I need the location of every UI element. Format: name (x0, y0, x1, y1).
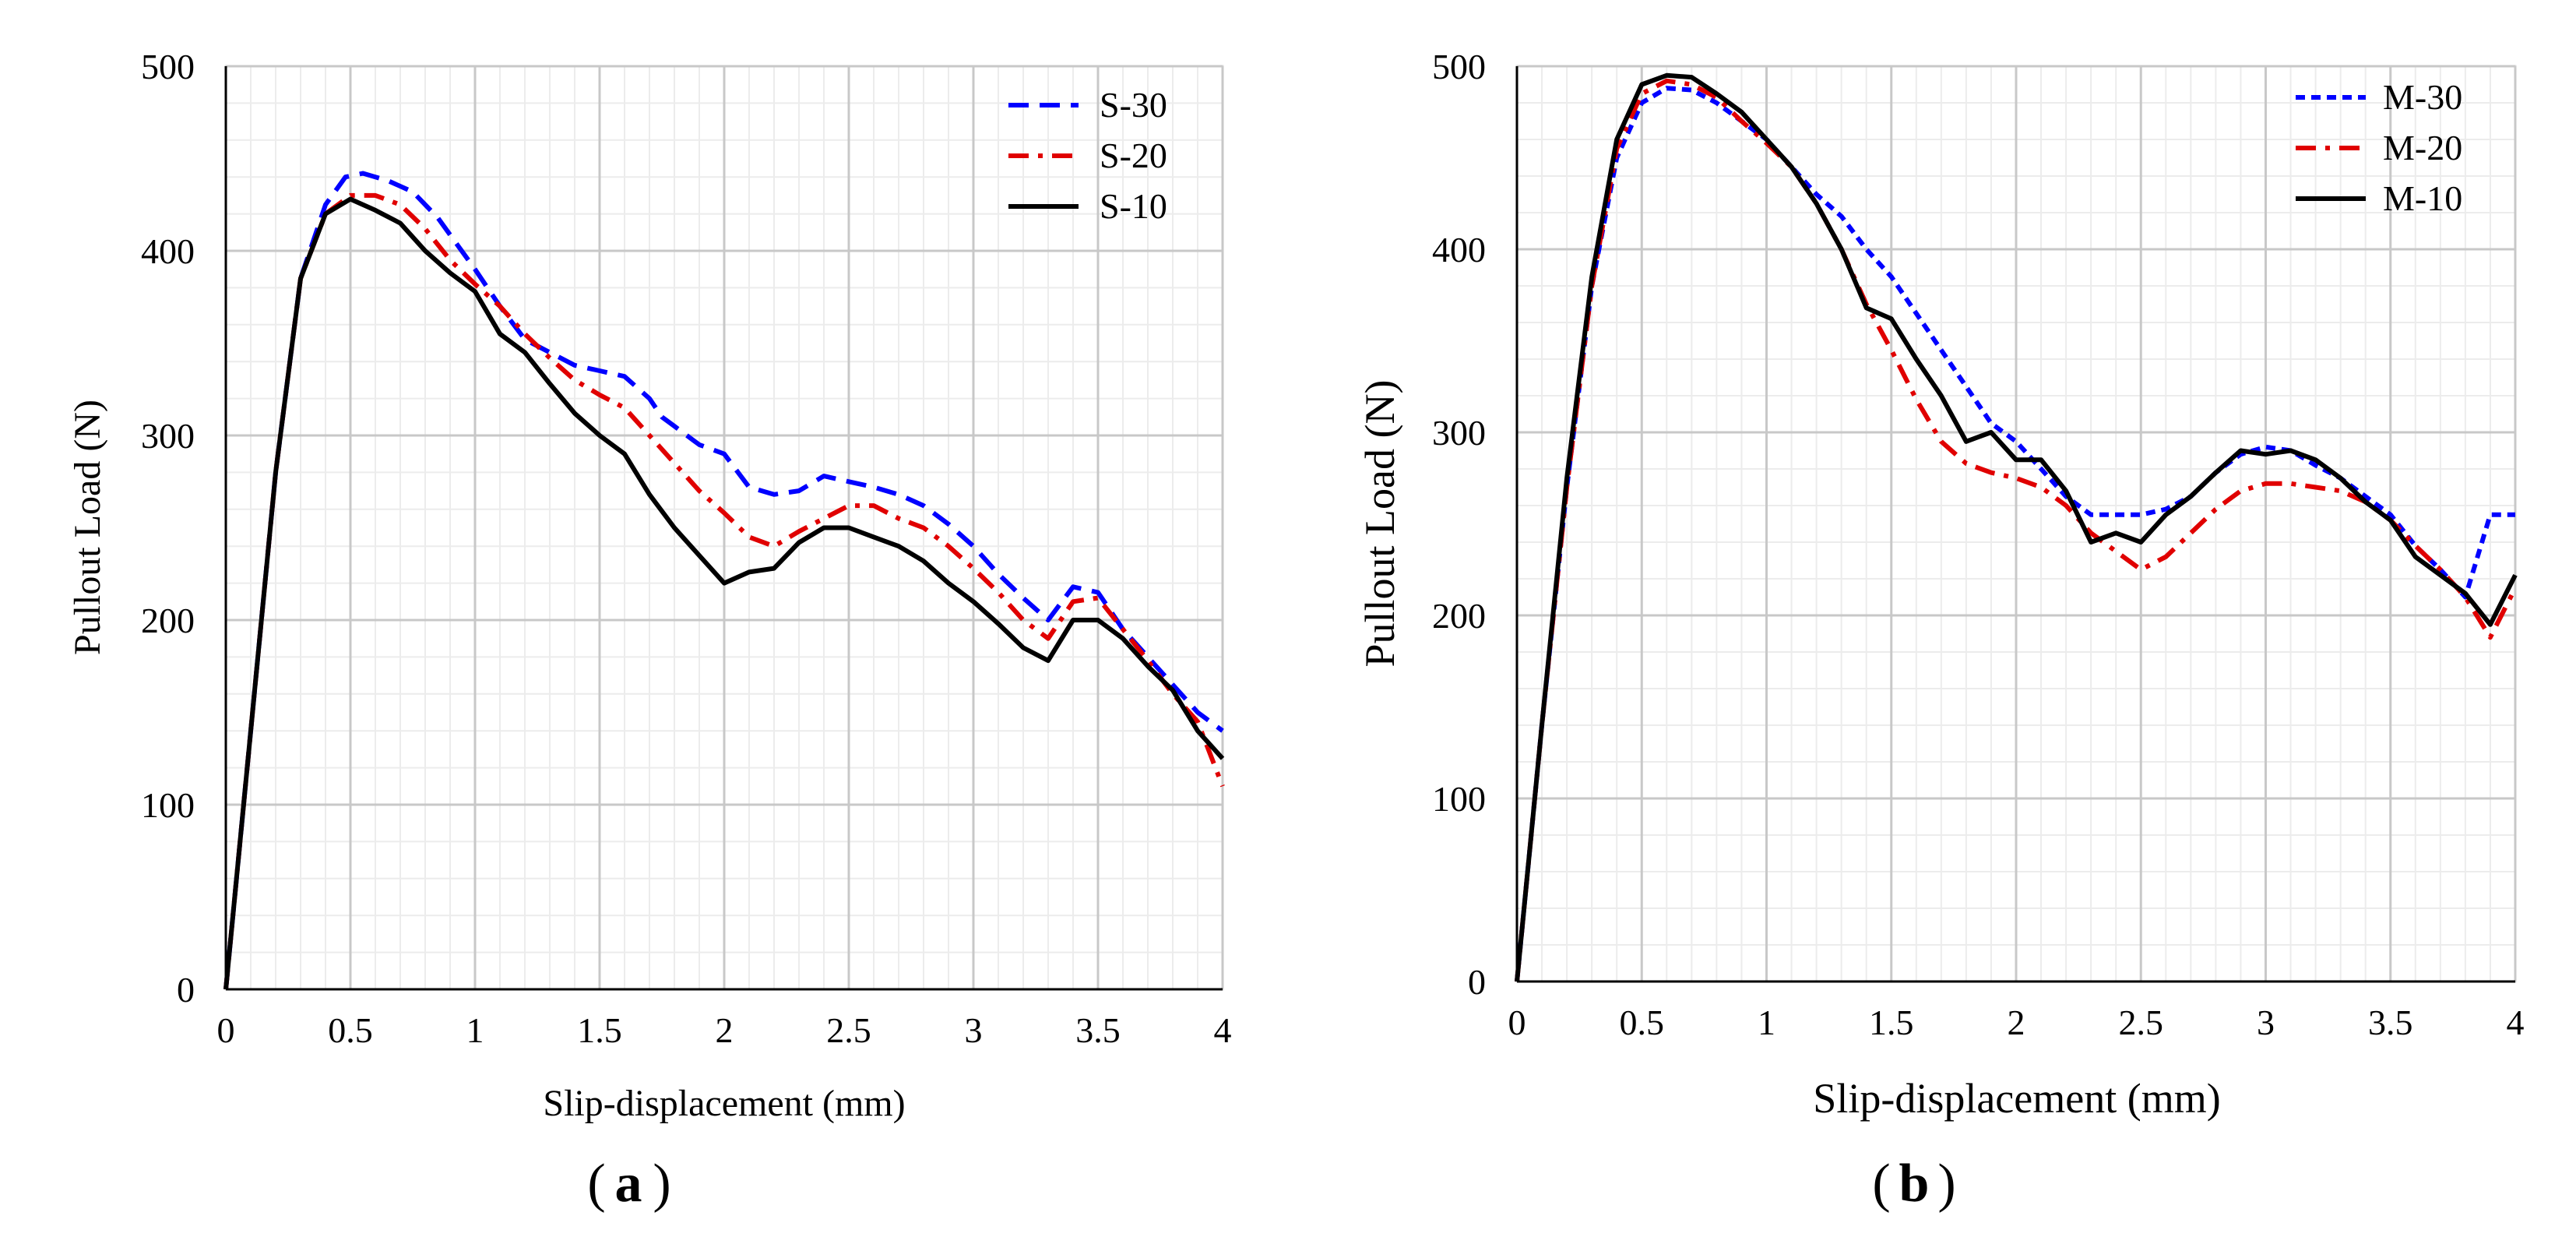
series-group-b (1515, 72, 2518, 982)
series-group-a (223, 171, 1225, 990)
svg-text:b: b (1899, 1154, 1930, 1214)
svg-text:(: ( (1872, 1154, 1890, 1214)
svg-text:): ) (1937, 1154, 1955, 1214)
y-axis-title-b: Pullout Load (N) (1357, 380, 1403, 668)
x-tick-label: 3 (2257, 1003, 2275, 1042)
y-tick-label: 400 (1432, 230, 1486, 270)
x-tick-label: 3.5 (2368, 1003, 2413, 1042)
series-line-s-20 (223, 192, 1225, 990)
y-tick-label: 0 (177, 970, 195, 1010)
y-tick-label: 500 (1432, 47, 1486, 86)
legend-label-s-30: S-30 (1100, 85, 1167, 125)
legend-b: M-30 M-20 M-10 (2296, 77, 2462, 218)
y-tick-label: 300 (141, 416, 195, 456)
svg-text:): ) (653, 1154, 670, 1214)
y-axis-title-a: Pullout Load (N) (67, 400, 108, 655)
panel-label-b: ( b ) (1872, 1154, 1955, 1214)
svg-text:(: ( (587, 1154, 605, 1214)
series-line-m-20 (1515, 78, 2518, 982)
chart-panel-a: 0 0.5 1 1.5 2 2.5 3 3.5 4 0 100 200 300 400 500 Slip-d… (67, 47, 1232, 1214)
x-axis-title-a: Slip-displacement (mm) (543, 1083, 905, 1124)
svg-text:a: a (615, 1154, 642, 1214)
y-tick-label: 100 (141, 785, 195, 825)
y-tick-label: 200 (1432, 596, 1486, 636)
y-tick-label: 500 (141, 47, 195, 86)
x-axis-title-b: Slip-displacement (mm) (1813, 1075, 2220, 1122)
x-tick-label: 1.5 (577, 1010, 622, 1050)
x-tick-label: 2.5 (2119, 1003, 2164, 1042)
x-tick-label: 2.5 (826, 1010, 871, 1050)
series-line-s-10 (223, 196, 1225, 990)
y-tick-label: 100 (1432, 779, 1486, 819)
y-tick-label: 0 (1468, 962, 1486, 1002)
x-tick-label: 1 (1758, 1003, 1775, 1042)
x-tick-label: 1.5 (1869, 1003, 1914, 1042)
x-tick-label: 4 (2507, 1003, 2525, 1042)
y-tick-label: 200 (141, 601, 195, 640)
series-line-m-10 (1515, 72, 2518, 982)
x-tick-label: 3.5 (1075, 1010, 1121, 1050)
x-tick-label: 0 (1508, 1003, 1526, 1042)
tick-labels-a: 0 0.5 1 1.5 2 2.5 3 3.5 4 0 100 200 300 400 500 (141, 47, 1232, 1050)
y-tick-label: 300 (1432, 413, 1486, 453)
x-tick-label: 0 (217, 1010, 235, 1050)
x-tick-label: 2 (2008, 1003, 2025, 1042)
legend-label-s-20: S-20 (1100, 136, 1167, 175)
tick-labels-b: 0 0.5 1 1.5 2 2.5 3 3.5 4 0 100 200 300 400 500 (1432, 47, 2525, 1042)
legend-label-m-20: M-20 (2383, 128, 2462, 167)
series-line-s-30 (223, 171, 1224, 990)
x-tick-label: 2 (716, 1010, 734, 1050)
legend-label-m-30: M-30 (2383, 77, 2462, 117)
x-tick-label: 0.5 (1620, 1003, 1665, 1042)
legend-label-s-10: S-10 (1100, 186, 1167, 226)
legend-a: S-30 S-20 S-10 (1008, 85, 1167, 226)
x-tick-label: 3 (965, 1010, 983, 1050)
grid-b (1515, 65, 2517, 983)
legend-label-m-10: M-10 (2383, 178, 2462, 218)
panel-label-a: ( a ) (587, 1154, 670, 1214)
x-tick-label: 4 (1214, 1010, 1232, 1050)
x-tick-label: 1 (466, 1010, 484, 1050)
x-tick-label: 0.5 (328, 1010, 373, 1050)
series-line-m-30 (1515, 86, 2515, 982)
y-tick-label: 400 (141, 231, 195, 271)
chart-panel-b: 0 0.5 1 1.5 2 2.5 3 3.5 4 0 100 200 300 400 500 Slip-d… (1357, 47, 2525, 1214)
